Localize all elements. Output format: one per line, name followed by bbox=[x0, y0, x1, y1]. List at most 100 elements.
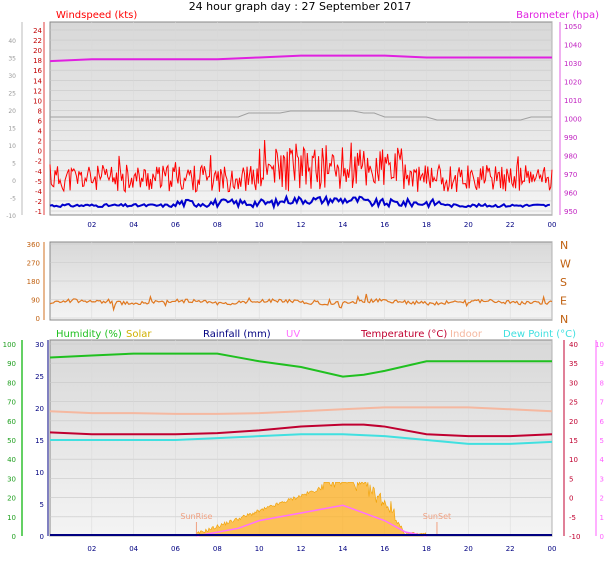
wind-axis-tick-label: 16 bbox=[33, 67, 42, 75]
baro-axis-tick-label: 980 bbox=[564, 153, 577, 161]
direction-axis-tick-label: 0 bbox=[36, 315, 40, 323]
baro-axis-tick-label: 1050 bbox=[564, 23, 582, 31]
wind-average-line bbox=[49, 193, 551, 211]
wind-axis-tick-label: -4 bbox=[35, 168, 43, 176]
barometer-legend: Barometer (hpa) bbox=[516, 10, 599, 21]
wind-x-tick-label: 18 bbox=[422, 221, 431, 229]
baro-axis-tick-label: 960 bbox=[564, 190, 577, 198]
temp-x-tick-label: 08 bbox=[213, 545, 222, 553]
uv-axis-tick-label: 3 bbox=[600, 475, 604, 483]
outer-axis-tick-label: -5 bbox=[10, 196, 16, 203]
dewpoint-legend: Dew Point (°C) bbox=[503, 329, 576, 340]
wind-axis-tick-label: -2 bbox=[35, 198, 42, 206]
barometer-line bbox=[49, 54, 552, 63]
wind-axis-tick-label: 10 bbox=[33, 97, 42, 105]
wind-x-tick-label: 02 bbox=[87, 221, 96, 229]
wind-x-tick-label: 22 bbox=[506, 221, 515, 229]
uv-axis-tick-label: 8 bbox=[600, 379, 604, 387]
direction-axis-tick-label: 360 bbox=[27, 241, 40, 249]
wind-axis-tick-label: 20 bbox=[33, 47, 42, 55]
temp-x-tick-label: 10 bbox=[255, 545, 264, 553]
solar-legend: Solar bbox=[126, 329, 152, 340]
outer-axis-tick-label: 0 bbox=[12, 178, 16, 185]
rain-axis-tick-label: 20 bbox=[35, 405, 44, 413]
outer-axis-tick-label: 30 bbox=[8, 73, 16, 80]
wind-x-tick-label: 14 bbox=[338, 221, 347, 229]
rain-axis-tick-label: 5 bbox=[40, 501, 44, 509]
compass-label: N bbox=[560, 239, 568, 252]
windspeed-legend: Windspeed (kts) bbox=[56, 10, 137, 21]
temp-x-tick-label: 04 bbox=[129, 545, 138, 553]
wind-axis-tick-label: 2 bbox=[38, 138, 42, 146]
temp-x-tick-label: 02 bbox=[87, 545, 96, 553]
uv-axis-tick-label: 0 bbox=[600, 533, 604, 541]
outer-axis-tick-label: 10 bbox=[8, 143, 16, 150]
direction-axis-tick-label: 180 bbox=[27, 278, 40, 286]
wind-axis-tick-label: 0 bbox=[38, 148, 42, 156]
humidity-legend: Humidity (%) bbox=[56, 329, 122, 340]
uv-axis-tick-label: 5 bbox=[600, 437, 604, 445]
humidity-axis-tick-label: 100 bbox=[3, 341, 16, 349]
rain-axis-tick-label: 0 bbox=[40, 533, 44, 541]
compass-label: S bbox=[560, 276, 567, 289]
baro-axis-tick-label: 1000 bbox=[564, 116, 582, 124]
temp-x-tick-label: 18 bbox=[422, 545, 431, 553]
temp-x-tick-label: 16 bbox=[380, 545, 389, 553]
wind-axis-tick-label: -5 bbox=[35, 178, 42, 186]
rainfall-legend: Rainfall (mm) bbox=[203, 329, 271, 340]
outer-axis-tick-label: 35 bbox=[8, 56, 16, 63]
indoor-legend: Indoor bbox=[450, 329, 483, 340]
temp-axis-tick-label: 20 bbox=[569, 418, 578, 426]
humidity-axis-tick-label: 60 bbox=[7, 418, 16, 426]
temp-axis-tick-label: 40 bbox=[569, 341, 578, 349]
wind-direction-line bbox=[49, 293, 553, 313]
sunset-label: SunSet bbox=[423, 512, 451, 521]
wind-axis-tick-label: -1 bbox=[35, 208, 42, 216]
temp-x-tick-label: 00 bbox=[548, 545, 557, 553]
temp-x-tick-label: 14 bbox=[338, 545, 347, 553]
baro-axis-tick-label: 970 bbox=[564, 171, 577, 179]
outer-axis-tick-label: 20 bbox=[8, 108, 16, 115]
wind-gust-line bbox=[49, 139, 553, 193]
rain-axis-tick-label: 15 bbox=[35, 437, 44, 445]
humidity-line bbox=[49, 352, 552, 378]
baro-axis-tick-label: 950 bbox=[564, 208, 577, 216]
outer-axis-tick-label: 40 bbox=[8, 38, 16, 45]
direction-axis-tick-label: 270 bbox=[27, 260, 40, 268]
wind-axis-tick-label: 14 bbox=[33, 77, 42, 85]
uv-axis-tick-label: 7 bbox=[600, 399, 604, 407]
temp-axis-tick-label: -5 bbox=[569, 514, 576, 522]
wind-axis-tick-label: 8 bbox=[38, 107, 42, 115]
wind-axis-tick-label: 12 bbox=[33, 87, 42, 95]
indoor-temp-line bbox=[49, 406, 553, 415]
dewpoint-line bbox=[50, 433, 553, 445]
temp-axis-tick-label: 5 bbox=[569, 475, 573, 483]
wind-axis-tick-label: 24 bbox=[33, 27, 42, 35]
wind-x-tick-label: 06 bbox=[171, 221, 180, 229]
temperature-legend: Temperature (°C) bbox=[360, 329, 447, 340]
wind-axis-tick-label: 4 bbox=[38, 128, 43, 136]
outer-axis-tick-label: 15 bbox=[8, 126, 16, 133]
gray-step-line bbox=[50, 110, 552, 121]
outer-axis-tick-label: -10 bbox=[6, 213, 16, 220]
wind-x-tick-label: 08 bbox=[213, 221, 222, 229]
temp-x-tick-label: 12 bbox=[297, 545, 306, 553]
uv-axis-tick-label: 10 bbox=[595, 341, 604, 349]
rain-axis-tick-label: 10 bbox=[35, 469, 44, 477]
wind-axis-tick-label: 22 bbox=[33, 37, 42, 45]
baro-axis-tick-label: 1010 bbox=[564, 97, 582, 105]
temperature-line bbox=[49, 423, 553, 438]
humidity-axis-tick-label: 50 bbox=[7, 437, 16, 445]
wind-x-tick-label: 04 bbox=[129, 221, 138, 229]
compass-label: W bbox=[560, 258, 571, 271]
humidity-axis-tick-label: 40 bbox=[7, 456, 16, 464]
uv-axis-tick-label: 6 bbox=[600, 418, 605, 426]
uv-axis-tick-label: 2 bbox=[600, 495, 604, 503]
direction-axis-tick-label: 90 bbox=[31, 297, 40, 305]
temp-axis-tick-label: 25 bbox=[569, 399, 578, 407]
chart-title: 24 hour graph day : 27 September 2017 bbox=[189, 0, 412, 13]
humidity-axis-tick-label: 30 bbox=[7, 475, 16, 483]
temp-axis-tick-label: 30 bbox=[569, 379, 578, 387]
wind-axis-tick-label: 18 bbox=[33, 57, 42, 65]
